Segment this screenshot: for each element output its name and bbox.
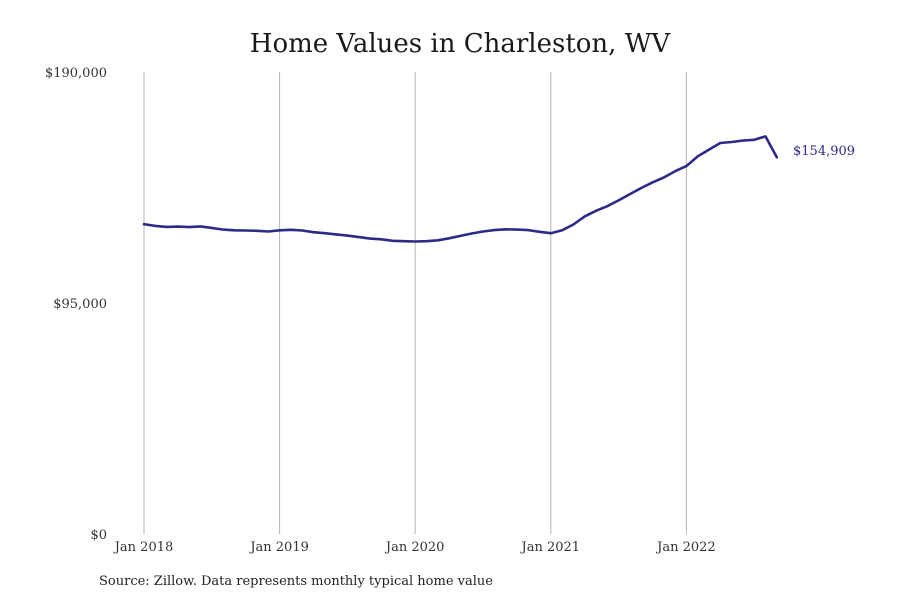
x-tick-label: Jan 2021 — [520, 540, 581, 555]
y-tick-label: $190,000 — [45, 66, 107, 81]
x-tick-label: Jan 2019 — [248, 540, 309, 555]
end-value-label: $154,909 — [793, 144, 855, 159]
y-tick-label: $0 — [90, 528, 107, 543]
source-note: Source: Zillow. Data represents monthly … — [99, 574, 493, 589]
series-layer — [142, 135, 779, 243]
y-tick-label: $95,000 — [53, 297, 107, 312]
x-axis-tick-labels: Jan 2018 Jan 2019 Jan 2020 Jan 2021 Jan 2022 — [113, 540, 716, 555]
y-axis-tick-labels: $0 $95,000 $190,000 — [45, 66, 107, 543]
x-tick-label: Jan 2018 — [113, 540, 174, 555]
chart-title: Home Values in Charleston, WV — [250, 29, 672, 59]
home-value-series-line — [142, 135, 779, 243]
x-tick-label: Jan 2020 — [384, 540, 445, 555]
grid-lines — [143, 72, 687, 534]
x-tick-label: Jan 2022 — [655, 540, 716, 555]
